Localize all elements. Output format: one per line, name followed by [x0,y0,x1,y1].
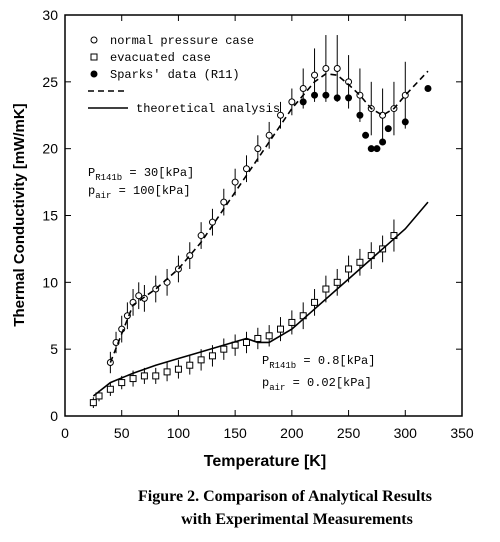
data-point [242,338,250,346]
data-point [345,94,353,102]
data-point [208,218,216,226]
legend-swatch [90,36,98,44]
data-point [311,91,319,99]
data-point [322,91,330,99]
x-tick-label: 50 [114,425,130,441]
x-tick-label: 350 [450,425,474,441]
data-point [277,111,285,119]
annotation-main: P [262,354,269,368]
x-tick-label: 200 [280,425,304,441]
legend-swatch [90,70,98,78]
data-point [95,392,103,400]
x-tick-label: 300 [394,425,418,441]
data-point [288,318,296,326]
x-tick-label: 250 [337,425,361,441]
data-point [379,138,387,146]
legend-label: normal pressure case [110,34,254,48]
y-tick-label: 0 [50,408,58,424]
annotation-sub: R141b [269,361,296,371]
x-tick-label: 150 [223,425,247,441]
data-point [186,361,194,369]
data-point [163,368,171,376]
legend-label: evacuated case [110,51,211,65]
data-point [311,298,319,306]
data-point [424,85,432,93]
theory-line [92,201,429,397]
x-tick-label: 0 [61,425,69,441]
data-point [322,64,330,72]
legend-label: theoretical analysis [136,102,280,116]
data-point [152,372,160,380]
data-point [89,399,97,407]
annotation: pair = 100[kPa] [88,184,191,201]
y-axis-label: Thermal Conductivity [mW/mK] [11,103,28,326]
data-point [254,145,262,153]
annotation-sub: R141b [95,173,122,183]
annotation: PR141b = 30[kPa] [88,166,194,183]
annotation-sub: air [95,191,111,201]
data-point [299,98,307,106]
y-tick-label: 25 [42,74,58,90]
y-tick-label: 5 [50,341,58,357]
data-point [288,98,296,106]
annotation-rest: = 0.8[kPa] [296,354,375,368]
x-axis-label: Temperature [K] [204,453,326,470]
y-tick-label: 10 [42,274,58,290]
data-point [356,111,364,119]
data-point [118,379,126,387]
data-point [367,145,375,153]
legend-swatch [90,53,98,61]
annotation-rest: = 100[kPa] [111,184,190,198]
data-point [373,145,381,153]
data-point [277,325,285,333]
data-point [265,131,273,139]
data-point [345,265,353,273]
data-point [129,375,137,383]
annotation: PR141b = 0.8[kPa] [262,354,375,371]
data-point [208,352,216,360]
annotation-main: p [262,376,269,390]
data-point [220,345,228,353]
theory-line [109,70,429,363]
data-point [362,131,370,139]
data-point [333,64,341,72]
data-point [231,178,239,186]
data-point [356,258,364,266]
data-point [118,325,126,333]
data-point [299,85,307,93]
data-point [333,94,341,102]
y-tick-label: 20 [42,141,58,157]
data-point [197,232,205,240]
annotation-main: P [88,166,95,180]
data-point [220,198,228,206]
annotation-rest: = 30[kPa] [122,166,194,180]
data-point [242,165,250,173]
y-tick-label: 30 [42,7,58,23]
data-point [197,356,205,364]
legend-label: Sparks' data (R11) [110,68,240,82]
data-point [135,292,143,300]
y-tick-label: 15 [42,208,58,224]
data-point [106,385,114,393]
data-point [384,125,392,133]
caption: Figure 2. Comparison of Analytical Resul… [138,488,432,505]
data-point [265,332,273,340]
data-point [311,71,319,79]
annotation-rest: = 0.02[kPa] [285,376,371,390]
data-point [333,278,341,286]
data-point [401,118,409,126]
x-tick-label: 100 [167,425,191,441]
caption: with Experimental Measurements [181,511,413,528]
data-point [322,285,330,293]
annotation-main: p [88,184,95,198]
annotation-sub: air [269,383,285,393]
annotation: pair = 0.02[kPa] [262,376,372,393]
data-point [174,365,182,373]
data-point [140,372,148,380]
data-point [254,334,262,342]
